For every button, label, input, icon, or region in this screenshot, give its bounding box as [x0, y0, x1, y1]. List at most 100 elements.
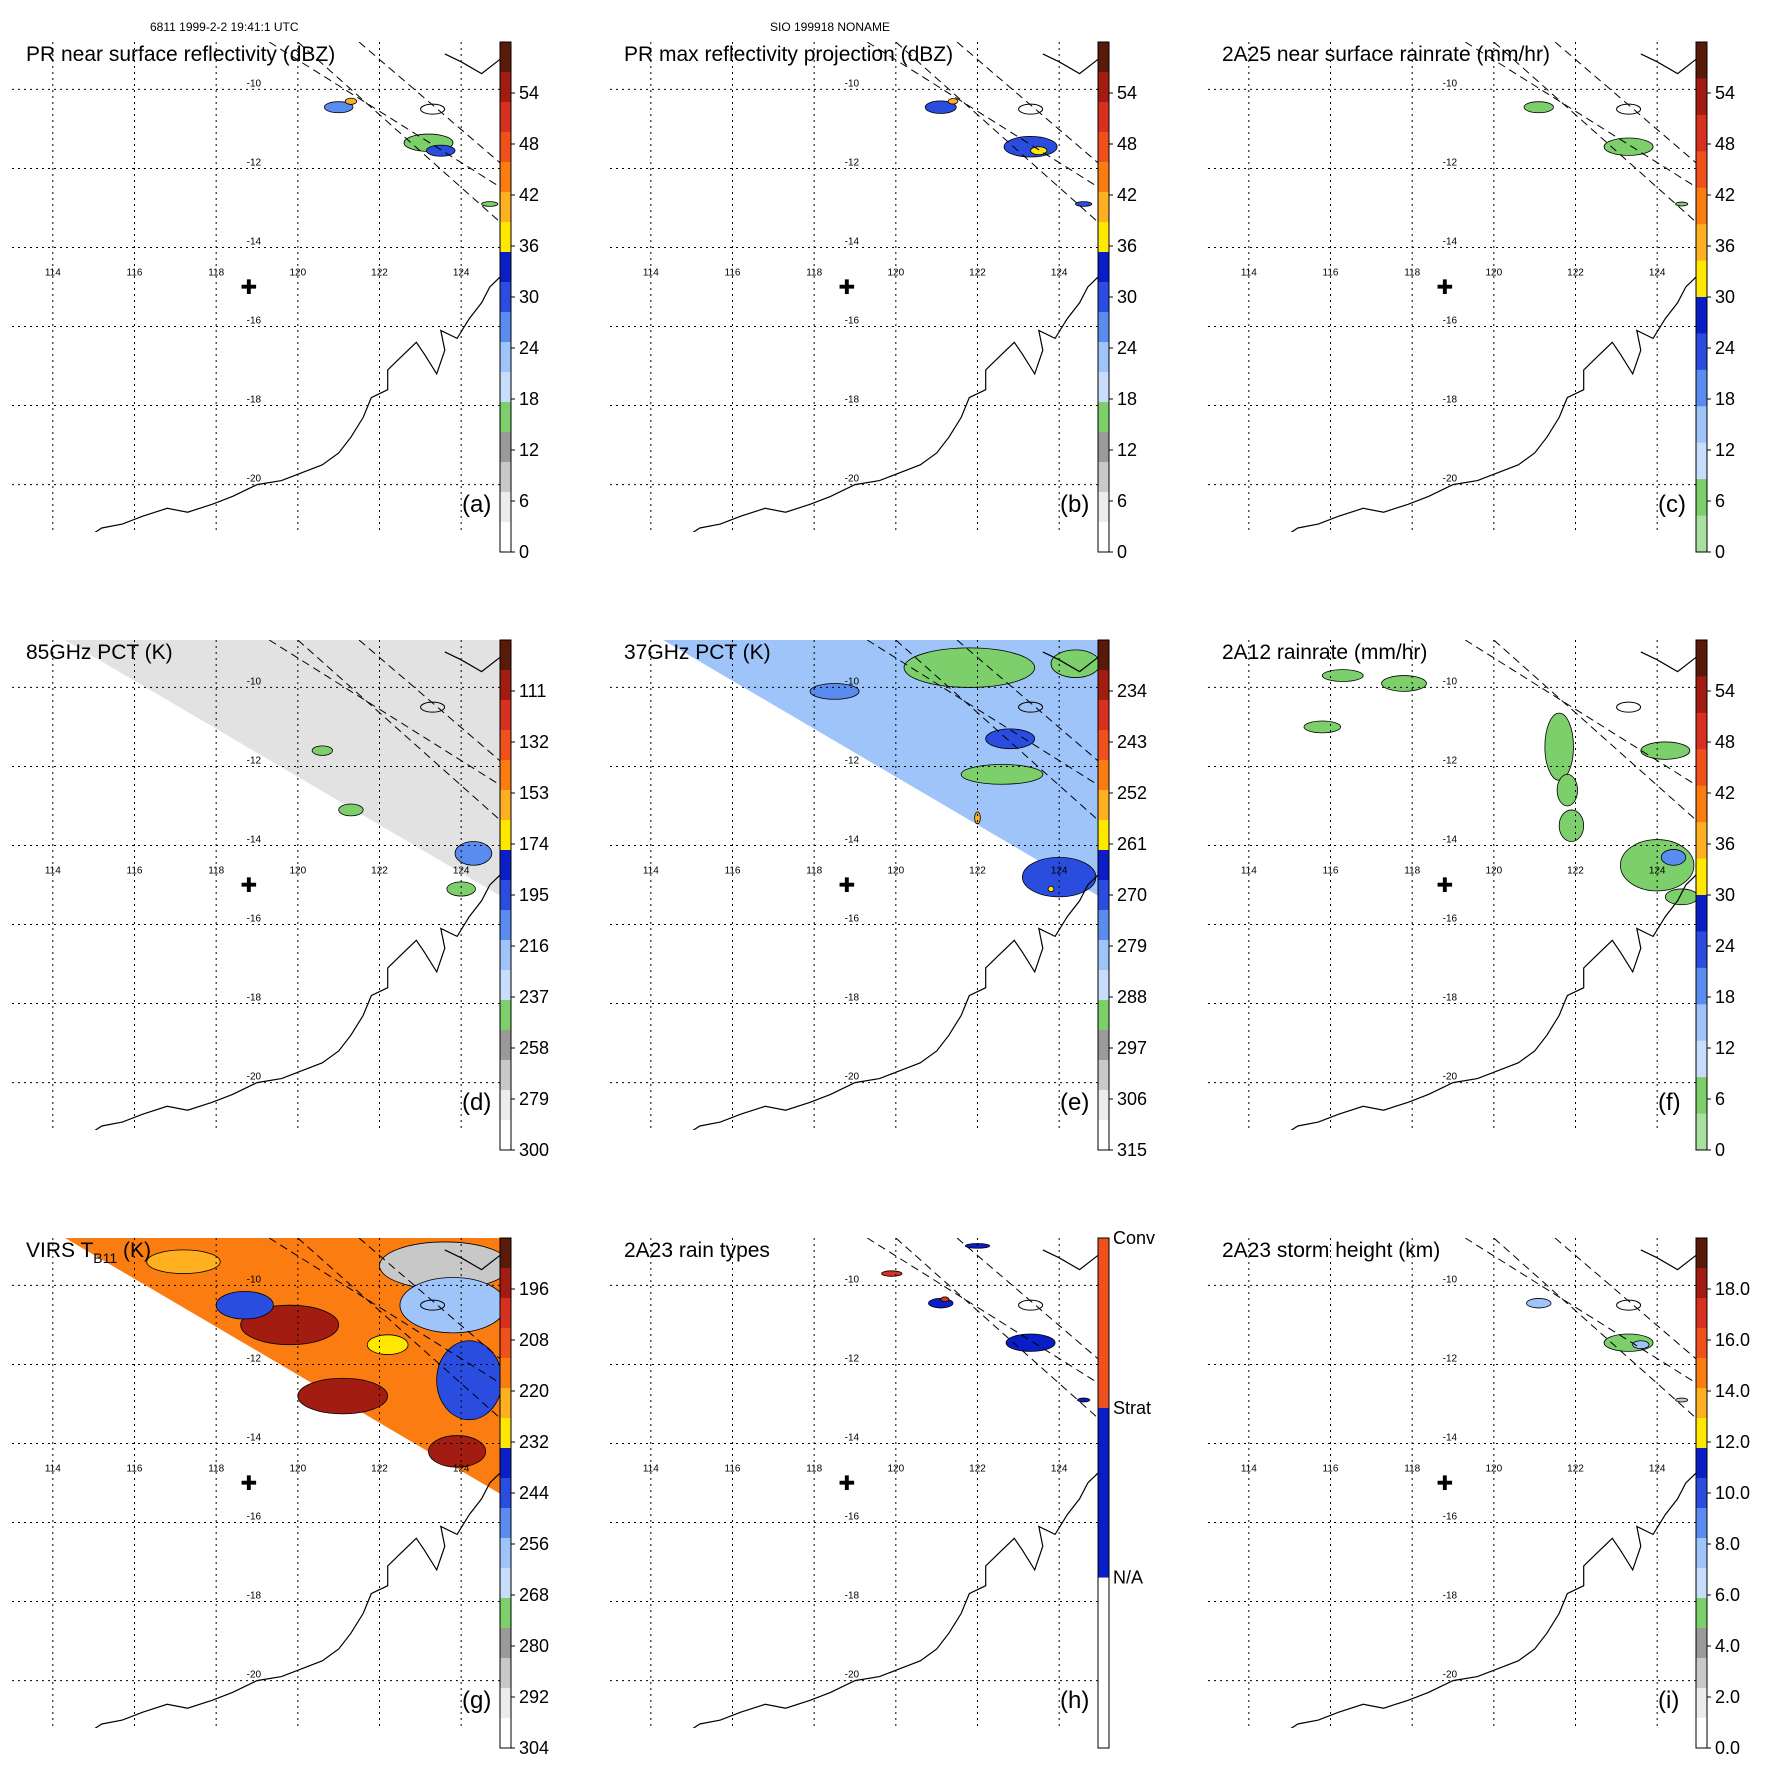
island — [1018, 701, 1044, 713]
colorbar-tick: 54 — [519, 83, 539, 103]
coastline — [1640, 1249, 1698, 1271]
colorbar-tick: 48 — [1715, 134, 1735, 154]
ytick-label: -14 — [247, 834, 262, 845]
colorbar: 54 48 42 36 30 24 18 12 6 0 — [1695, 41, 1735, 562]
colorbar-tick: 12 — [1715, 1038, 1735, 1058]
xtick-label: 114 — [45, 267, 61, 278]
colorbar-frame — [1695, 41, 1708, 553]
colorbar-swatch — [500, 372, 511, 403]
panel-title: VIRS TB11 (K) — [26, 1239, 151, 1266]
colorbar-swatch — [1696, 1077, 1707, 1115]
colorbar-swatch — [500, 820, 511, 851]
echo-4 — [1556, 773, 1578, 807]
center-marker: ✚ — [838, 1471, 855, 1495]
echo-5 — [215, 1290, 274, 1320]
ytick-label: -18 — [247, 395, 262, 406]
echo-0 — [311, 745, 333, 756]
panel-label: (e) — [1060, 1089, 1089, 1116]
island — [1018, 103, 1044, 115]
xtick-label: 114 — [1241, 267, 1257, 278]
colorbar-swatch — [500, 1298, 511, 1329]
xtick-label: 122 — [371, 865, 388, 876]
panel-label: (i) — [1658, 1687, 1679, 1714]
island — [420, 103, 446, 115]
swath-edge — [895, 640, 1100, 823]
coastline — [1640, 651, 1698, 673]
colorbar-swatch — [1696, 1448, 1707, 1479]
colorbar: 54 48 42 36 30 24 18 12 6 0 — [1695, 639, 1735, 1160]
colorbar-swatch — [1098, 1407, 1109, 1578]
colorbar-swatch — [1098, 940, 1109, 971]
colorbar-tick: 36 — [1715, 236, 1735, 256]
xtick-label: 122 — [969, 865, 986, 876]
ytick-label: -10 — [1443, 78, 1458, 89]
colorbar-swatch — [1696, 369, 1707, 407]
colorbar-swatch — [500, 342, 511, 373]
swath-edge — [268, 1238, 502, 1385]
ytick-label: -14 — [845, 1432, 860, 1443]
echo-2 — [940, 1296, 950, 1303]
ytick-label: -16 — [1443, 316, 1458, 327]
echo-0 — [903, 647, 1036, 688]
xtick-label: 114 — [643, 1463, 659, 1474]
colorbar-swatch — [1696, 1004, 1707, 1042]
colorbar-tick: 297 — [1117, 1038, 1147, 1058]
coastline — [94, 1470, 502, 1728]
coastline — [1640, 53, 1698, 75]
swath-area — [65, 1238, 502, 1495]
colorbar-swatch — [500, 312, 511, 343]
colorbar-swatch — [1696, 42, 1707, 79]
panel-label: (a) — [462, 491, 491, 518]
colorbar-tick: 252 — [1117, 783, 1147, 803]
colorbar-swatch — [1696, 785, 1707, 823]
colorbar-tick: 36 — [519, 236, 539, 256]
xtick-label: 114 — [45, 1463, 61, 1474]
colorbar-swatch — [500, 192, 511, 223]
colorbar-swatch — [1696, 895, 1707, 932]
colorbar-swatch — [1696, 931, 1707, 969]
colorbar-swatch — [1696, 297, 1707, 334]
echo-5 — [1558, 809, 1585, 842]
echo-3 — [1544, 712, 1574, 781]
xtick-label: 114 — [643, 865, 659, 876]
colorbar-tick: 306 — [1117, 1089, 1147, 1109]
panel-g: 114 116 118 120 122 124 -10 -12 -14 -16 -18 -20 ✚ VIR… — [12, 1237, 549, 1758]
colorbar-tick: 208 — [519, 1330, 549, 1350]
island — [1616, 103, 1642, 115]
colorbar-tick: 0 — [1715, 1140, 1725, 1160]
ytick-label: -16 — [1443, 1512, 1458, 1523]
colorbar-swatch — [500, 850, 511, 881]
colorbar-swatch — [1098, 910, 1109, 941]
xtick-label: 118 — [208, 267, 224, 278]
echo-3 — [881, 1270, 903, 1277]
colorbar-swatch — [1098, 1238, 1109, 1408]
xtick-label: 120 — [289, 1463, 306, 1474]
colorbar-tick: N/A — [1113, 1568, 1143, 1588]
colorbar-tick: 24 — [1715, 936, 1735, 956]
xtick-label: 116 — [127, 865, 143, 876]
swath-area — [663, 640, 1100, 897]
panel-c: 114 116 118 120 122 124-10-12-14-16-18-20✚2A2… — [1208, 41, 1735, 562]
colorbar-swatch — [1696, 749, 1707, 787]
colorbar-swatch — [1098, 282, 1109, 313]
colorbar-swatch — [500, 1478, 511, 1509]
colorbar-tick: 195 — [519, 885, 549, 905]
colorbar-frame — [499, 41, 512, 553]
colorbar-tick: 24 — [1715, 338, 1735, 358]
colorbar-swatch — [500, 1688, 511, 1719]
panel-f: 114 116 118 120 122 124-10-12-14-16-18-20✚2A1… — [1208, 639, 1735, 1160]
colorbar-swatch — [500, 1718, 511, 1749]
colorbar-tick: 54 — [1715, 83, 1735, 103]
colorbar-tick: 36 — [1117, 236, 1137, 256]
colorbar-swatch — [1098, 760, 1109, 791]
colorbar-swatch — [1696, 1538, 1707, 1569]
colorbar-tick: 10.0 — [1715, 1483, 1750, 1503]
ytick-label: -16 — [845, 316, 860, 327]
colorbar-tick: 54 — [1117, 83, 1137, 103]
colorbar-swatch — [1696, 1718, 1707, 1749]
swath-edge — [268, 42, 502, 189]
swath-edge — [297, 42, 502, 225]
colorbar-tick: 0 — [1715, 542, 1725, 562]
colorbar-swatch — [500, 1090, 511, 1121]
colorbar-swatch — [500, 402, 511, 433]
